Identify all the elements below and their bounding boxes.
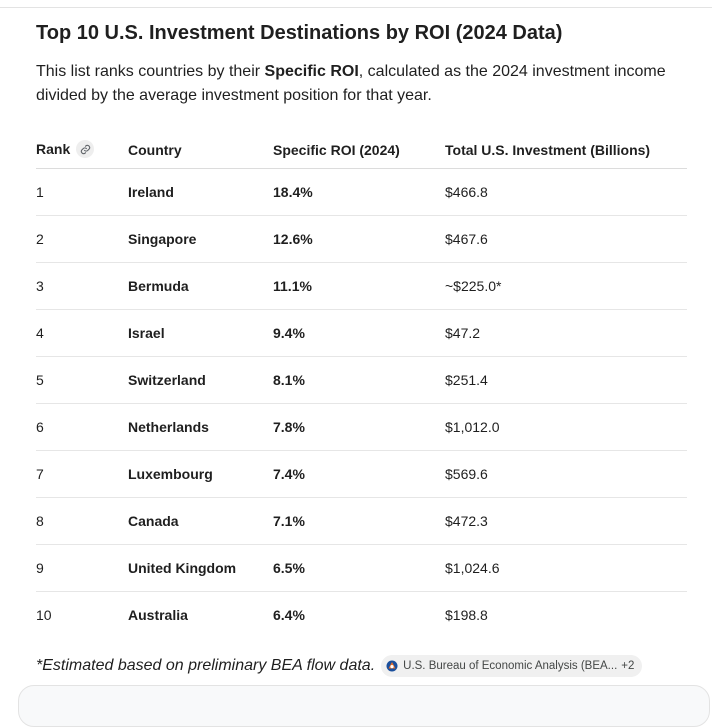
table-row: 6 Netherlands 7.8% $1,012.0 bbox=[36, 403, 687, 451]
cell-country: Netherlands bbox=[128, 403, 273, 451]
cell-rank: 5 bbox=[36, 356, 128, 404]
prompt-input-box[interactable] bbox=[18, 685, 710, 727]
cell-total: $472.3 bbox=[445, 497, 687, 545]
table-row: 8 Canada 7.1% $472.3 bbox=[36, 497, 687, 545]
cell-rank: 4 bbox=[36, 309, 128, 357]
table-row: 2 Singapore 12.6% $467.6 bbox=[36, 215, 687, 263]
table-row: 10 Australia 6.4% $198.8 bbox=[36, 592, 687, 639]
cell-rank: 9 bbox=[36, 544, 128, 592]
header-country: Country bbox=[128, 132, 273, 169]
cell-rank: 7 bbox=[36, 450, 128, 498]
source-favicon-icon bbox=[386, 660, 398, 672]
table-row: 3 Bermuda 11.1% ~$225.0* bbox=[36, 262, 687, 310]
table-row: 5 Switzerland 8.1% $251.4 bbox=[36, 356, 687, 404]
source-label: U.S. Bureau of Economic Analysis (BEA... bbox=[403, 660, 618, 672]
cell-roi: 6.5% bbox=[273, 544, 445, 592]
cell-total: $569.6 bbox=[445, 450, 687, 498]
cell-country: Australia bbox=[128, 607, 188, 623]
cell-total: ~$225.0* bbox=[445, 262, 687, 310]
cell-rank: 10 bbox=[36, 607, 52, 623]
cell-rank: 2 bbox=[36, 215, 128, 263]
table-row: 7 Luxembourg 7.4% $569.6 bbox=[36, 450, 687, 498]
cell-total: $47.2 bbox=[445, 309, 687, 357]
footnote-text: *Estimated based on preliminary BEA flow… bbox=[36, 657, 376, 674]
cell-total: $251.4 bbox=[445, 356, 687, 404]
top-divider bbox=[0, 7, 712, 8]
cell-total: $467.6 bbox=[445, 215, 687, 263]
cell-rank: 8 bbox=[36, 497, 128, 545]
cell-country: United Kingdom bbox=[128, 544, 273, 592]
cell-roi: 12.6% bbox=[273, 215, 445, 263]
cell-roi: 9.4% bbox=[273, 309, 445, 357]
table-row: 1 Ireland 18.4% $466.8 bbox=[36, 168, 687, 216]
cell-total: $198.8 bbox=[445, 607, 488, 623]
cell-country: Israel bbox=[128, 309, 273, 357]
intro-paragraph: This list ranks countries by their Speci… bbox=[36, 60, 687, 108]
header-rank-label: Rank bbox=[36, 140, 71, 157]
source-more-count: +2 bbox=[621, 660, 635, 672]
table-row: 4 Israel 9.4% $47.2 bbox=[36, 309, 687, 357]
table-row: 9 United Kingdom 6.5% $1,024.6 bbox=[36, 544, 687, 592]
cell-rank: 1 bbox=[36, 168, 128, 216]
header-total: Total U.S. Investment (Billions) bbox=[445, 132, 687, 169]
cell-rank: 3 bbox=[36, 262, 128, 310]
cell-total: $466.8 bbox=[445, 168, 687, 216]
intro-text-bold: Specific ROI bbox=[264, 63, 359, 80]
cell-country: Singapore bbox=[128, 215, 273, 263]
source-chip[interactable]: U.S. Bureau of Economic Analysis (BEA...… bbox=[381, 655, 643, 677]
cell-roi: 8.1% bbox=[273, 356, 445, 404]
cell-roi: 7.8% bbox=[273, 403, 445, 451]
cell-country: Switzerland bbox=[128, 356, 273, 404]
cell-total: $1,024.6 bbox=[445, 544, 687, 592]
intro-text-after: , calculated as the 2024 investment inco… bbox=[36, 63, 666, 104]
cell-total: $1,012.0 bbox=[445, 403, 687, 451]
table-header-row: Rank Country Specific ROI (2024) Total U… bbox=[36, 132, 687, 169]
cell-country: Luxembourg bbox=[128, 450, 273, 498]
header-roi: Specific ROI (2024) bbox=[273, 132, 445, 169]
cell-roi: 18.4% bbox=[273, 168, 445, 216]
cell-roi: 7.4% bbox=[273, 450, 445, 498]
cell-country: Bermuda bbox=[128, 262, 273, 310]
cell-country: Canada bbox=[128, 497, 273, 545]
cell-roi: 7.1% bbox=[273, 497, 445, 545]
cell-roi: 11.1% bbox=[273, 262, 445, 310]
header-rank: Rank bbox=[36, 132, 128, 169]
cell-rank: 6 bbox=[36, 403, 128, 451]
link-icon[interactable] bbox=[76, 140, 95, 159]
cell-roi: 6.4% bbox=[273, 607, 305, 623]
footnote: *Estimated based on preliminary BEA flow… bbox=[36, 655, 643, 677]
intro-text-before: This list ranks countries by their bbox=[36, 63, 265, 80]
response-content: Top 10 U.S. Investment Destinations by R… bbox=[36, 20, 687, 638]
cell-country: Ireland bbox=[128, 168, 273, 216]
roi-table: Rank Country Specific ROI (2024) Total U… bbox=[36, 132, 687, 638]
page-title: Top 10 U.S. Investment Destinations by R… bbox=[36, 22, 563, 44]
